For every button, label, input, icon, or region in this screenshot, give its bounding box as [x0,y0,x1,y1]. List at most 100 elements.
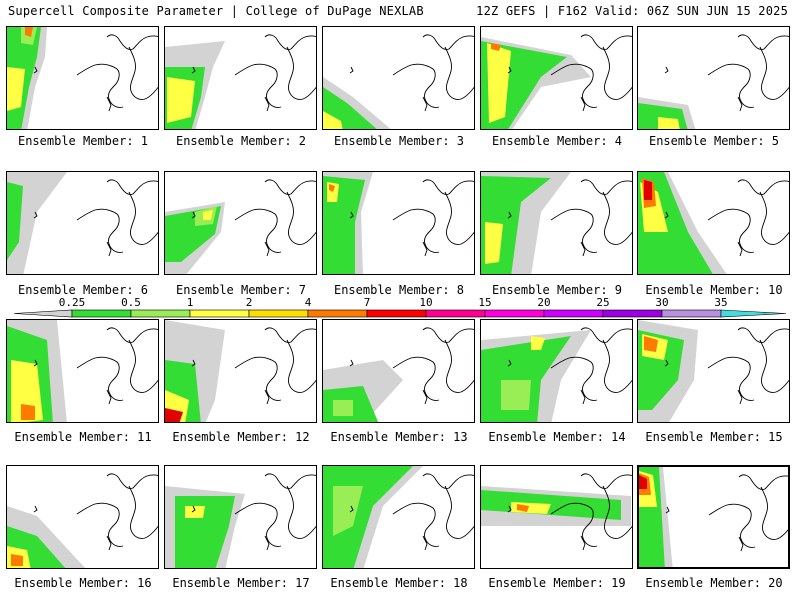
coastline [507,179,632,257]
colorbar-segment [71,309,132,318]
scp-contour [491,43,501,51]
member-label: Ensemble Member: 12 [172,430,310,444]
member-map-8 [322,171,475,275]
coastline [349,34,474,112]
scp-contour [167,77,195,123]
member-label: Ensemble Member: 10 [645,283,783,297]
scp-contour [481,490,621,520]
colorbar-tick-label: 25 [596,296,610,309]
scp-contour [639,475,647,489]
scp-contour [25,27,33,37]
member-map-field-5 [638,34,789,129]
coastline [664,179,789,257]
member-map-18 [322,465,475,569]
scp-contour [333,400,353,416]
member-label: Ensemble Member: 5 [648,134,780,148]
colorbar-tick-label: 15 [478,296,492,309]
member-map-field-17 [165,473,316,568]
member-map-5 [637,26,790,130]
colorbar-tick-label: 1 [186,296,194,309]
colorbar-tick-label: 0.25 [58,296,86,309]
member-label: Ensemble Member: 13 [330,430,468,444]
scp-contour [644,180,652,200]
member-label: Ensemble Member: 4 [491,134,623,148]
member-map-20 [637,465,790,569]
colorbar-tick-label: 4 [304,296,312,309]
scp-contour [165,408,183,422]
coastline [349,179,474,257]
member-map-field-15 [638,320,789,422]
scp-contour [7,182,23,260]
member-map-field-19 [481,473,632,551]
coastline [664,327,789,405]
colorbar-tick-label: 7 [363,296,371,309]
member-map-field-7 [165,179,316,274]
color-scale-bar [13,309,787,318]
colorbar-segment [248,309,309,318]
member-map-3 [322,26,475,130]
member-map-15 [637,319,790,423]
scp-contour [185,506,205,518]
coastline [33,473,158,551]
scp-contour [7,67,25,111]
scp-contour [517,504,529,512]
member-map-11 [6,319,159,423]
colorbar-arrow-left [13,309,73,318]
scp-contour [21,404,35,420]
member-label: Ensemble Member: 14 [488,430,626,444]
colorbar-tick-label: 10 [419,296,433,309]
coastline [33,327,158,405]
member-map-field-18 [323,466,474,568]
colorbar-segment [543,309,604,318]
member-map-field-20 [639,467,788,567]
colorbar-tick-label: 0.5 [121,296,141,309]
colorbar-segment [484,309,545,318]
member-map-field-8 [323,172,474,274]
member-label: Ensemble Member: 17 [172,576,310,590]
member-label: Ensemble Member: 7 [175,283,307,297]
member-map-field-2 [165,34,316,129]
member-map-16 [6,465,159,569]
scp-contour [329,184,335,192]
member-label: Ensemble Member: 2 [175,134,307,148]
colorbar-arrow-right [720,309,787,318]
coastline [191,179,316,257]
member-map-10 [637,171,790,275]
coastline [349,327,474,405]
member-label: Ensemble Member: 19 [488,576,626,590]
member-map-field-14 [481,327,632,422]
colorbar-segment [366,309,427,318]
coastline [349,473,474,551]
member-map-field-9 [481,172,632,274]
coastline [664,34,789,112]
valid-time-title: 12Z GEFS | F162 Valid: 06Z SUN JUN 15 20… [476,4,788,18]
member-label: Ensemble Member: 6 [17,283,149,297]
scp-contour [487,43,511,123]
member-label: Ensemble Member: 16 [14,576,152,590]
member-map-field-1 [7,27,158,129]
product-title: Supercell Composite Parameter | College … [8,4,424,18]
colorbar-tick-label: 2 [245,296,253,309]
member-map-7 [164,171,317,275]
member-map-13 [322,319,475,423]
scp-contour [501,380,531,410]
member-map-field-4 [481,34,632,129]
member-map-field-11 [7,320,158,422]
coastline [33,34,158,112]
colorbar-segment [307,309,368,318]
coastline [507,34,632,112]
colorbar-tick-label: 30 [655,296,669,309]
coastline [33,179,158,257]
scp-contour [203,210,213,220]
member-map-17 [164,465,317,569]
scp-contour [333,486,363,536]
member-label: Ensemble Member: 20 [645,576,783,590]
coastline [507,473,632,551]
coastline [191,473,316,551]
member-label: Ensemble Member: 15 [645,430,783,444]
member-map-field-13 [323,327,474,422]
scp-contour [644,336,658,352]
member-label: Ensemble Member: 11 [14,430,152,444]
member-map-19 [480,465,633,569]
colorbar-segment [130,309,191,318]
